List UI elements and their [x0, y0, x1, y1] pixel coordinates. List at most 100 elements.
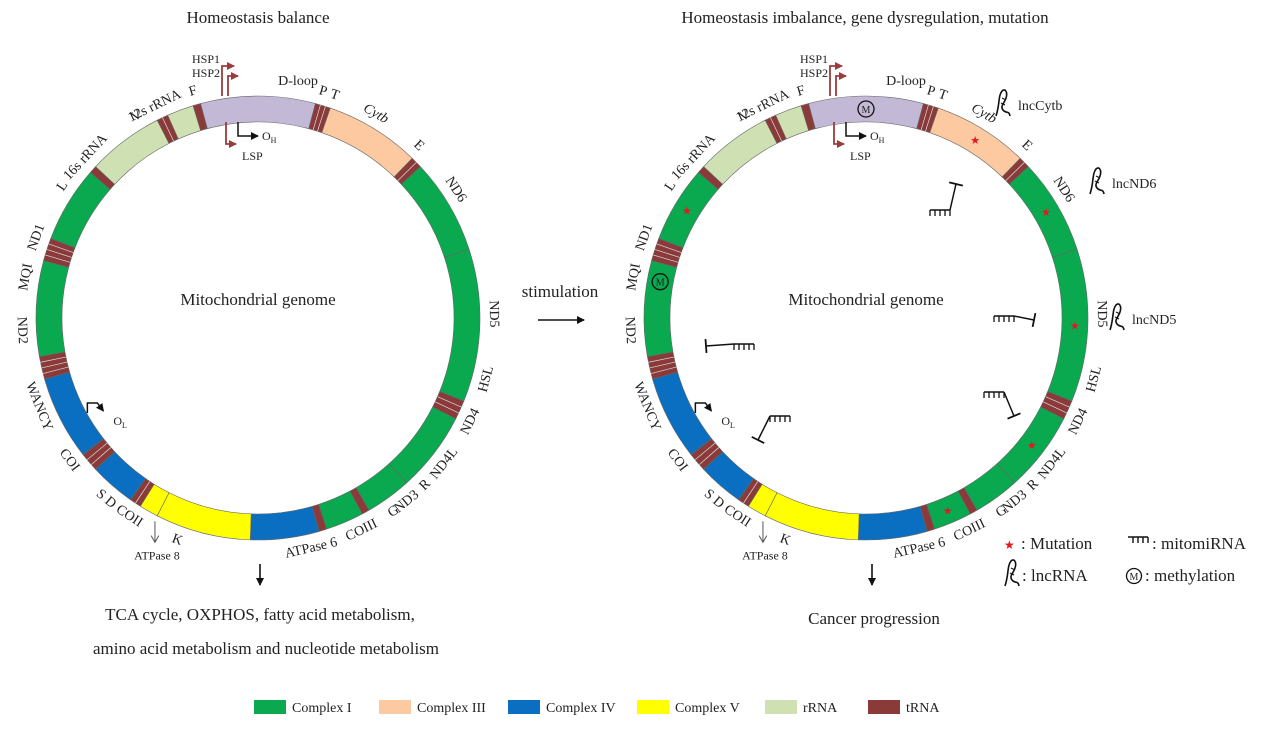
label-dloop: D-loop	[278, 74, 318, 89]
key-methylation: : methylation	[1145, 566, 1236, 585]
segment-nd5	[1047, 249, 1089, 402]
label-sd: S D	[93, 487, 119, 512]
label-lsp: LSP	[242, 149, 263, 163]
hsp1-arrow	[829, 62, 843, 96]
segment-nd2	[35, 260, 70, 357]
lnc-label-1: lncND6	[1112, 177, 1156, 192]
methylation-nd2-icon	[651, 273, 669, 291]
inhibit-ol	[757, 415, 771, 441]
legend-label-0: Complex I	[292, 701, 352, 716]
label-atp6: ATPase 6	[284, 535, 339, 562]
segment-nd2	[643, 260, 678, 357]
mutation-star-cytb: ★	[970, 135, 980, 147]
label-nd5: ND5	[1094, 300, 1109, 327]
left-title: Homeostasis balance	[186, 8, 329, 27]
label-atp8: ATPase 8	[742, 548, 788, 562]
segment-atp6	[156, 492, 252, 541]
label-p: P	[317, 83, 329, 100]
mutation-star-nd5: ★	[1070, 320, 1080, 332]
legend-label-5: tRNA	[906, 701, 940, 716]
ol-arrow	[86, 402, 104, 413]
label-e: E	[410, 137, 426, 154]
label-r: R	[417, 476, 435, 494]
left-outcome-line2: amino acid metabolism and nucleotide met…	[93, 639, 439, 658]
hsp1-arrow	[221, 62, 235, 96]
label-hsl: HSL	[1084, 364, 1105, 393]
inhibit-nd4	[1003, 391, 1015, 417]
segment-nd5	[439, 249, 481, 402]
hsp2-arrow	[835, 72, 847, 96]
label-hsp1: HSP1	[800, 52, 828, 66]
ol-arrow	[694, 402, 712, 413]
segment-trna-f	[192, 103, 208, 131]
label-t: T	[936, 87, 949, 104]
label-oh: OH	[870, 129, 885, 145]
left-outcome-line1: TCA cycle, OXPHOS, fatty acid metabolism…	[105, 605, 415, 624]
label-coi: COI	[56, 446, 83, 475]
label-nd1: ND1	[633, 222, 656, 253]
label-k: K	[778, 531, 793, 549]
label-f: F	[795, 83, 807, 100]
methylation-icon: M	[1125, 567, 1143, 585]
label-ol: OL	[113, 414, 127, 430]
lsp-arrow	[833, 122, 845, 148]
svg-text:M: M	[656, 278, 665, 289]
segment-dloop	[200, 95, 316, 130]
right-outcome: Cancer progression	[808, 609, 940, 628]
label-nd4: ND4	[458, 406, 483, 437]
label-hsp2: HSP2	[192, 66, 220, 80]
mutation-star-nd3: ★	[943, 505, 953, 517]
label-nd1: ND1	[25, 222, 48, 253]
label-nd2: ND2	[622, 316, 638, 344]
legend-swatch-3	[637, 700, 669, 714]
legend-swatch-2	[508, 700, 540, 714]
legend-label-1: Complex III	[417, 701, 486, 716]
stimulation-label: stimulation	[522, 282, 599, 301]
right-genome-label: Mitochondrial genome	[788, 290, 943, 309]
hsp2-arrow	[227, 72, 239, 96]
lncrna-0	[995, 89, 1011, 117]
segment-rrna-16s	[95, 119, 170, 185]
segment-coi	[652, 371, 712, 456]
label-p: P	[925, 83, 937, 100]
label-nd2: ND2	[14, 316, 30, 344]
label-nd5: ND5	[486, 300, 501, 327]
label-hsl: HSL	[476, 364, 497, 393]
label-nd4: ND4	[1066, 406, 1091, 437]
label-hsp1: HSP1	[192, 52, 220, 66]
symbol-key: ★ : Mutation : mitomiRNA : lncRNA M : me…	[1004, 534, 1247, 587]
legend-label-3: Complex V	[675, 701, 740, 716]
key-lncrna: : lncRNA	[1022, 566, 1088, 585]
mutation-star-icon: ★	[1004, 538, 1015, 552]
mutation-star-nd1: ★	[682, 205, 692, 217]
segment-atp6	[764, 492, 860, 541]
lncrna-1	[1089, 167, 1105, 195]
legend-swatch-0	[254, 700, 286, 714]
lncrna-icon	[1004, 559, 1020, 587]
lnc-label-2: lncND5	[1132, 313, 1176, 328]
mitomirna-icon	[1128, 536, 1149, 543]
svg-text:M: M	[862, 105, 871, 116]
inhibit-nd5	[1013, 315, 1035, 321]
oh-arrow	[237, 122, 259, 140]
legend-swatch-4	[765, 700, 797, 714]
legend-swatch-1	[379, 700, 411, 714]
inhibit-nd2	[705, 343, 735, 347]
svg-text:M: M	[1130, 572, 1139, 583]
label-atp8: ATPase 8	[134, 548, 180, 562]
segment-coiii	[249, 506, 320, 541]
label-mqi: MQI	[624, 262, 644, 292]
color-legend: Complex I Complex III Complex IV Complex V r…	[254, 700, 940, 716]
mutation-star-nd4: ★	[1027, 440, 1037, 452]
legend-label-2: Complex IV	[546, 701, 616, 716]
legend-swatch-5	[868, 700, 900, 714]
label-f: F	[187, 83, 199, 100]
key-mutation: : Mutation	[1021, 534, 1093, 553]
label-hsp2: HSP2	[800, 66, 828, 80]
label-k: K	[170, 531, 185, 549]
right-title: Homeostasis imbalance, gene dysregulatio…	[681, 8, 1049, 27]
lncrna-2	[1109, 303, 1125, 331]
label-lsp: LSP	[850, 149, 871, 163]
mutation-star-nd6: ★	[1041, 207, 1051, 219]
